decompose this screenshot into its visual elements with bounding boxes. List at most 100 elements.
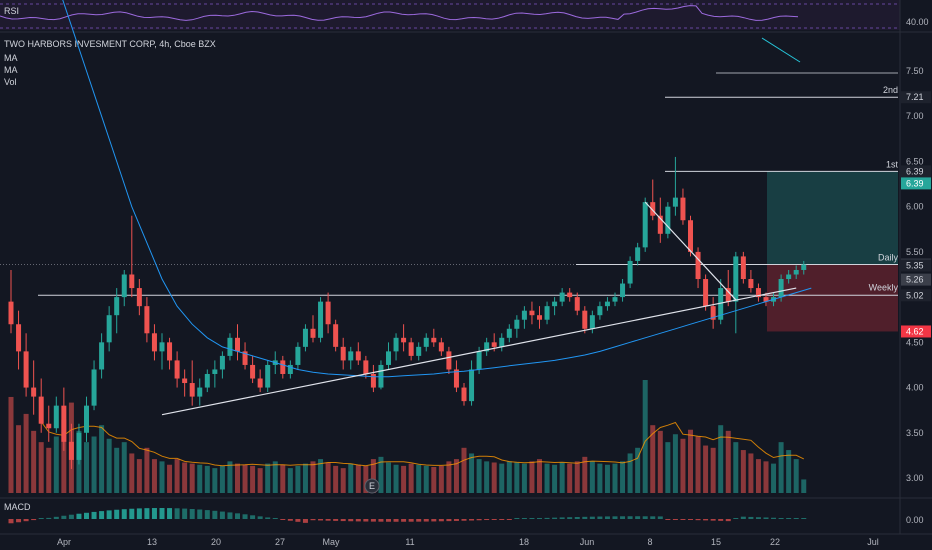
volume-bar bbox=[144, 447, 150, 493]
candle bbox=[16, 310, 22, 370]
candle bbox=[106, 306, 112, 352]
macd-bar bbox=[484, 519, 490, 521]
macd-bar bbox=[68, 514, 74, 519]
volume-bar bbox=[348, 463, 354, 493]
price-tick-label: 7.00 bbox=[906, 111, 924, 121]
target-zone bbox=[767, 171, 898, 265]
volume-bar bbox=[733, 442, 739, 493]
candle bbox=[46, 405, 52, 442]
candle-body bbox=[740, 256, 746, 280]
candle-body bbox=[99, 342, 105, 370]
price-tag: 5.35 bbox=[901, 259, 931, 272]
volume-bar bbox=[167, 464, 173, 493]
volume-bar bbox=[604, 464, 610, 493]
price-tick-label: 3.00 bbox=[906, 473, 924, 483]
volume-bar bbox=[484, 461, 490, 493]
volume-bar bbox=[235, 463, 240, 493]
candle-body bbox=[476, 351, 482, 370]
volume-bar bbox=[695, 436, 701, 493]
macd-bar bbox=[801, 518, 807, 519]
macd-bar bbox=[657, 516, 663, 519]
price-tag-label: 5.26 bbox=[906, 275, 924, 285]
macd-bar bbox=[393, 519, 399, 522]
candle bbox=[431, 328, 437, 347]
volume-bar bbox=[378, 456, 384, 493]
candle-body bbox=[710, 306, 716, 320]
candle bbox=[84, 396, 89, 442]
candle-body bbox=[242, 351, 248, 365]
price-tag: 5.02 bbox=[901, 289, 931, 302]
candle bbox=[544, 301, 550, 325]
candles bbox=[8, 156, 807, 469]
candle-body bbox=[680, 197, 686, 221]
volume-bar bbox=[227, 461, 233, 493]
macd-bar bbox=[212, 510, 218, 519]
volume-bar bbox=[650, 425, 656, 493]
candle bbox=[567, 288, 573, 302]
indicator-ma-2: MA bbox=[4, 65, 18, 75]
price-tag-box bbox=[901, 177, 931, 190]
candle bbox=[559, 288, 565, 307]
candle bbox=[453, 360, 459, 393]
candle bbox=[688, 215, 693, 257]
earnings-badge[interactable] bbox=[364, 478, 380, 494]
volume-bar bbox=[31, 430, 37, 493]
volume-bar bbox=[23, 413, 29, 493]
macd-bar bbox=[250, 515, 256, 519]
volume-bar bbox=[129, 453, 135, 493]
ascending-trendline[interactable] bbox=[161, 287, 797, 416]
candle-body bbox=[257, 378, 263, 388]
volume-bar bbox=[574, 461, 580, 493]
candle-body bbox=[461, 387, 467, 402]
candle-body bbox=[212, 369, 218, 374]
macd-bar bbox=[287, 519, 293, 521]
volume-bar bbox=[703, 445, 709, 493]
time-tick-label: Jun bbox=[580, 537, 595, 547]
descending-trendline[interactable] bbox=[644, 201, 737, 301]
candle bbox=[597, 301, 603, 320]
volume-bar bbox=[620, 461, 626, 493]
volume-bar bbox=[8, 396, 14, 493]
candle bbox=[438, 337, 444, 356]
candle-body bbox=[401, 337, 407, 343]
time-tick-label: 27 bbox=[275, 537, 285, 547]
time-axis[interactable]: Apr 13 20 27 May 11 18 Jun 8 15 22 Jul bbox=[57, 537, 879, 547]
candle-body bbox=[318, 301, 324, 338]
candle-body bbox=[348, 351, 354, 361]
candle-body bbox=[763, 297, 769, 302]
candle bbox=[265, 360, 271, 393]
candle-body bbox=[552, 301, 558, 307]
price-tag-label: 5.35 bbox=[906, 260, 924, 270]
macd-bar bbox=[227, 512, 233, 519]
volume-bar bbox=[582, 456, 588, 493]
candle-body bbox=[23, 351, 29, 388]
macd-bar bbox=[242, 514, 248, 519]
candle bbox=[340, 337, 346, 370]
volume-bar bbox=[287, 468, 293, 493]
volume-bar bbox=[302, 463, 308, 493]
macd-bar bbox=[159, 508, 165, 519]
macd-bar bbox=[461, 519, 467, 521]
macd-bar bbox=[635, 516, 641, 519]
candle-body bbox=[484, 342, 490, 352]
volume-bar bbox=[469, 453, 475, 493]
time-tick-label: 13 bbox=[147, 537, 157, 547]
volume-bar bbox=[748, 453, 754, 493]
candle-body bbox=[604, 301, 610, 307]
volume-bar bbox=[718, 425, 724, 493]
candle-body bbox=[310, 328, 316, 338]
candle bbox=[212, 360, 218, 388]
candle bbox=[665, 202, 671, 239]
candle bbox=[91, 360, 97, 411]
candle-body bbox=[325, 301, 331, 325]
macd-bar bbox=[620, 516, 626, 519]
macd-bar bbox=[431, 519, 437, 522]
macd-bar bbox=[235, 513, 240, 519]
candle-body bbox=[597, 306, 603, 316]
candle bbox=[801, 260, 807, 275]
candle bbox=[167, 337, 173, 370]
macd-bar bbox=[144, 508, 150, 519]
rsi-pane: RSI bbox=[0, 0, 900, 30]
macd-bar bbox=[114, 509, 120, 519]
